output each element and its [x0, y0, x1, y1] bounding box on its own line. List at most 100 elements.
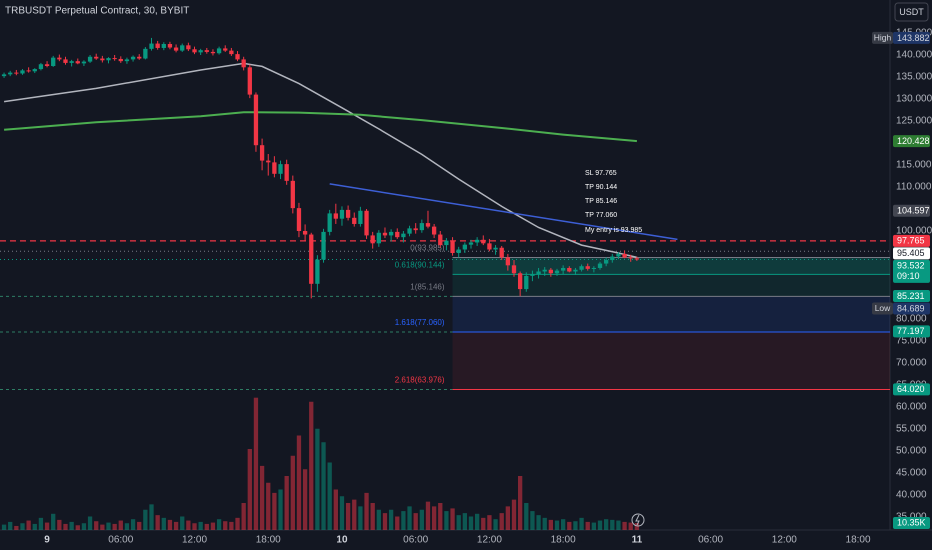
currency-button-label[interactable]: USDT	[899, 7, 924, 17]
candle-body	[370, 235, 375, 244]
x-tick-label: 12:00	[772, 535, 797, 546]
candle-body	[438, 234, 443, 246]
candle-body	[345, 209, 351, 218]
candle-body	[468, 242, 474, 245]
volume-bar	[204, 523, 209, 530]
note: TP 77.060	[585, 212, 617, 219]
volume-bar	[309, 401, 314, 530]
x-tick-label: 12:00	[477, 535, 502, 546]
volume-bar	[634, 523, 640, 530]
plot-area: 0(93.985) 0.618(90.144) 1(85.146) 1.618(77.…	[0, 37, 890, 530]
x-tick-label: 11	[632, 535, 643, 546]
candle-body	[425, 223, 431, 227]
candle-body	[573, 269, 578, 272]
price-label: 84.689	[897, 303, 925, 313]
candle-body	[223, 48, 228, 51]
volume-bar	[81, 523, 87, 530]
volume-bar	[462, 513, 467, 530]
price-label: 77.197	[897, 326, 925, 336]
candle-body	[278, 164, 283, 174]
candle-body	[204, 50, 209, 52]
candle-body	[548, 269, 554, 274]
volume-bar	[517, 476, 523, 530]
volume-bar	[573, 521, 578, 530]
y-tick-label: 70.000	[896, 358, 927, 369]
x-tick-label: 06:00	[108, 535, 133, 546]
candle-body	[327, 213, 332, 232]
volume-bar	[407, 506, 412, 530]
volume-bar	[401, 511, 406, 530]
volume-bar	[180, 516, 185, 530]
volume-bar	[118, 520, 123, 530]
candle-body	[554, 270, 560, 274]
currency-button[interactable]	[894, 2, 929, 22]
x-tick-label: 9	[44, 535, 50, 546]
volume-bar	[253, 397, 259, 530]
volume-bar	[622, 521, 627, 530]
volume-bar	[345, 503, 351, 530]
candle-body	[167, 44, 173, 48]
candle-body	[413, 228, 418, 231]
candle-body	[210, 51, 216, 54]
volume-bar	[57, 519, 62, 530]
candle-body	[517, 273, 523, 290]
notes: SL 97.765 TP 90.144 TP 85.146 TP 77.060 …	[585, 170, 642, 234]
volume-bar	[370, 503, 375, 530]
candle-body	[560, 267, 566, 271]
price-label: 143.882	[897, 33, 930, 43]
candle-body	[161, 44, 166, 48]
replay-icon[interactable]	[631, 513, 645, 527]
candle-body	[634, 258, 640, 260]
y-tick-label: 100.000	[896, 226, 932, 237]
candle-body	[364, 210, 369, 236]
volume-bar	[628, 522, 633, 530]
price-label-box	[893, 135, 930, 148]
volume-bar	[186, 520, 191, 530]
candle-body	[44, 64, 50, 67]
candle-body	[481, 239, 486, 244]
candle-body	[610, 256, 615, 261]
volume-bar	[395, 516, 400, 530]
volume-bar	[481, 517, 486, 530]
candle-body	[8, 72, 13, 75]
candle-body	[431, 226, 437, 235]
price-label-box	[893, 234, 930, 247]
price-label-box	[893, 204, 930, 217]
volume-bar	[44, 522, 50, 530]
price-tag-box	[872, 302, 893, 315]
volume-bar	[450, 508, 455, 530]
candle-body	[198, 50, 203, 53]
volume-bar	[272, 492, 277, 530]
volume-bar	[352, 499, 357, 530]
candle-body	[542, 269, 547, 272]
volume-bar	[26, 520, 31, 530]
volume-bar	[8, 521, 13, 530]
volume-bar	[137, 521, 142, 530]
fib-label: 2.618(63.976)	[395, 376, 445, 385]
price-label-box	[893, 325, 930, 338]
volume-bar	[296, 435, 302, 530]
candle-body	[358, 210, 363, 224]
volume-bar	[167, 519, 173, 530]
candle-body	[69, 61, 74, 63]
candle-body	[180, 45, 185, 51]
x-tick-label: 06:00	[403, 535, 428, 546]
volume-bar	[198, 521, 203, 530]
volume-bar	[548, 519, 554, 530]
candle-body	[388, 231, 394, 236]
y-tick-label: 140.000	[896, 50, 932, 61]
icon[interactable]	[635, 514, 640, 526]
volume-bar	[560, 519, 566, 530]
fib-zone	[452, 274, 890, 297]
icon[interactable]	[631, 513, 645, 527]
volume-bar	[259, 465, 265, 530]
volume-bar	[597, 520, 603, 530]
price-label-box	[893, 289, 930, 302]
candle-body	[591, 267, 597, 269]
y-tick-label: 55.000	[896, 424, 927, 435]
candle-body	[309, 234, 314, 284]
candle-body	[616, 253, 621, 257]
volume-bar	[604, 519, 609, 530]
candle-body	[81, 61, 87, 64]
